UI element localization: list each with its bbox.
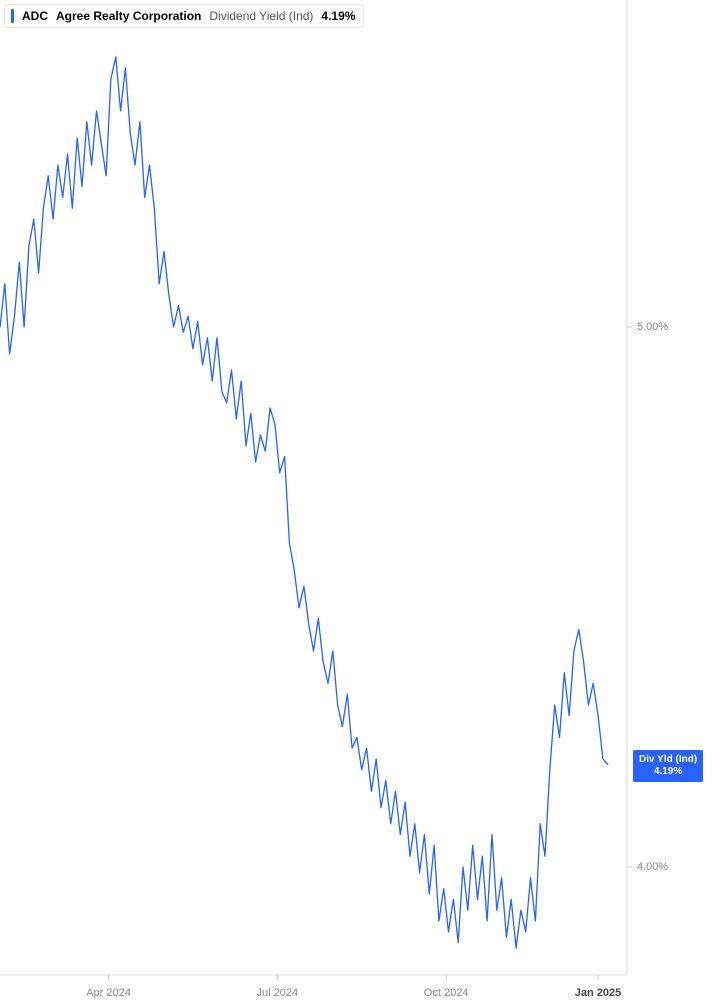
x-axis-tick-label: Apr 2024 bbox=[86, 987, 131, 999]
x-axis-tick-label: Jul 2024 bbox=[257, 987, 299, 999]
metric-value: 4.19% bbox=[321, 8, 355, 24]
last-value-flag: Div Yld (Ind) 4.19% bbox=[633, 750, 703, 782]
header-pill: ADC Agree Realty Corporation Dividend Yi… bbox=[4, 4, 364, 28]
metric-label: Dividend Yield (Ind) bbox=[209, 8, 313, 24]
company-name: Agree Realty Corporation bbox=[56, 8, 201, 24]
flag-value: 4.19% bbox=[639, 766, 697, 778]
x-axis-tick-label: Jan 2025 bbox=[575, 987, 621, 999]
x-axis-tick-label: Oct 2024 bbox=[424, 987, 469, 999]
flag-label: Div Yld (Ind) bbox=[639, 754, 697, 766]
y-axis-tick-label: 4.00% bbox=[637, 861, 711, 873]
accent-tick bbox=[11, 9, 14, 23]
ticker-symbol: ADC bbox=[22, 8, 48, 24]
chart-container: ADC Agree Realty Corporation Dividend Yi… bbox=[0, 0, 717, 1005]
y-axis-tick-label: 5.00% bbox=[637, 321, 711, 333]
line-chart[interactable] bbox=[0, 0, 717, 1005]
